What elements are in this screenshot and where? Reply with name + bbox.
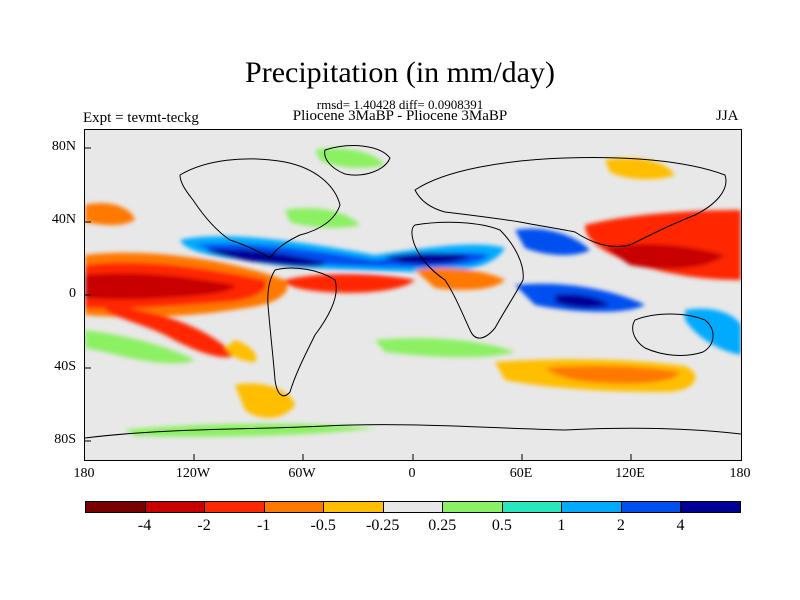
lat-label-80s: 80S [16, 432, 76, 448]
colorbar-swatch [145, 501, 206, 513]
plot-title: Precipitation (in mm/day) [0, 56, 800, 90]
lon-label-180e: 180 [700, 466, 780, 482]
colorbar-label: -0.25 [353, 517, 413, 535]
precipitation-map [84, 129, 742, 461]
colorbar-label: 0.5 [472, 517, 532, 535]
lon-label-60w: 60W [262, 466, 342, 482]
colorbar-label: 2 [591, 517, 651, 535]
colorbar-swatch [442, 501, 503, 513]
colorbar-swatch [204, 501, 265, 513]
colorbar-swatch [264, 501, 325, 513]
lon-label-60e: 60E [481, 466, 561, 482]
lat-label-40s: 40S [16, 359, 76, 375]
colorbar [85, 501, 740, 513]
colorbar-swatch [85, 501, 146, 513]
lon-label-120e: 120E [590, 466, 670, 482]
colorbar-swatch [383, 501, 444, 513]
colorbar-label: -4 [115, 517, 175, 535]
colorbar-swatch [621, 501, 682, 513]
lat-label-40n: 40N [16, 212, 76, 228]
lon-label-0: 0 [372, 466, 452, 482]
colorbar-swatch [323, 501, 384, 513]
colorbar-swatch [561, 501, 622, 513]
season-label: JJA [716, 108, 739, 125]
colorbar-label: -0.5 [293, 517, 353, 535]
colorbar-label: -2 [174, 517, 234, 535]
lat-label-80n: 80N [16, 139, 76, 155]
experiment-comparison: Pliocene 3MaBP - Pliocene 3MaBP [0, 108, 800, 125]
lat-label-0: 0 [16, 286, 76, 302]
colorbar-swatch [502, 501, 563, 513]
colorbar-label: 0.25 [412, 517, 472, 535]
colorbar-label: 1 [531, 517, 591, 535]
lon-label-180w: 180 [44, 466, 124, 482]
colorbar-label: -1 [234, 517, 294, 535]
lon-label-120w: 120W [153, 466, 233, 482]
map-canvas [85, 130, 741, 460]
colorbar-swatch [680, 501, 741, 513]
colorbar-label: 4 [650, 517, 710, 535]
